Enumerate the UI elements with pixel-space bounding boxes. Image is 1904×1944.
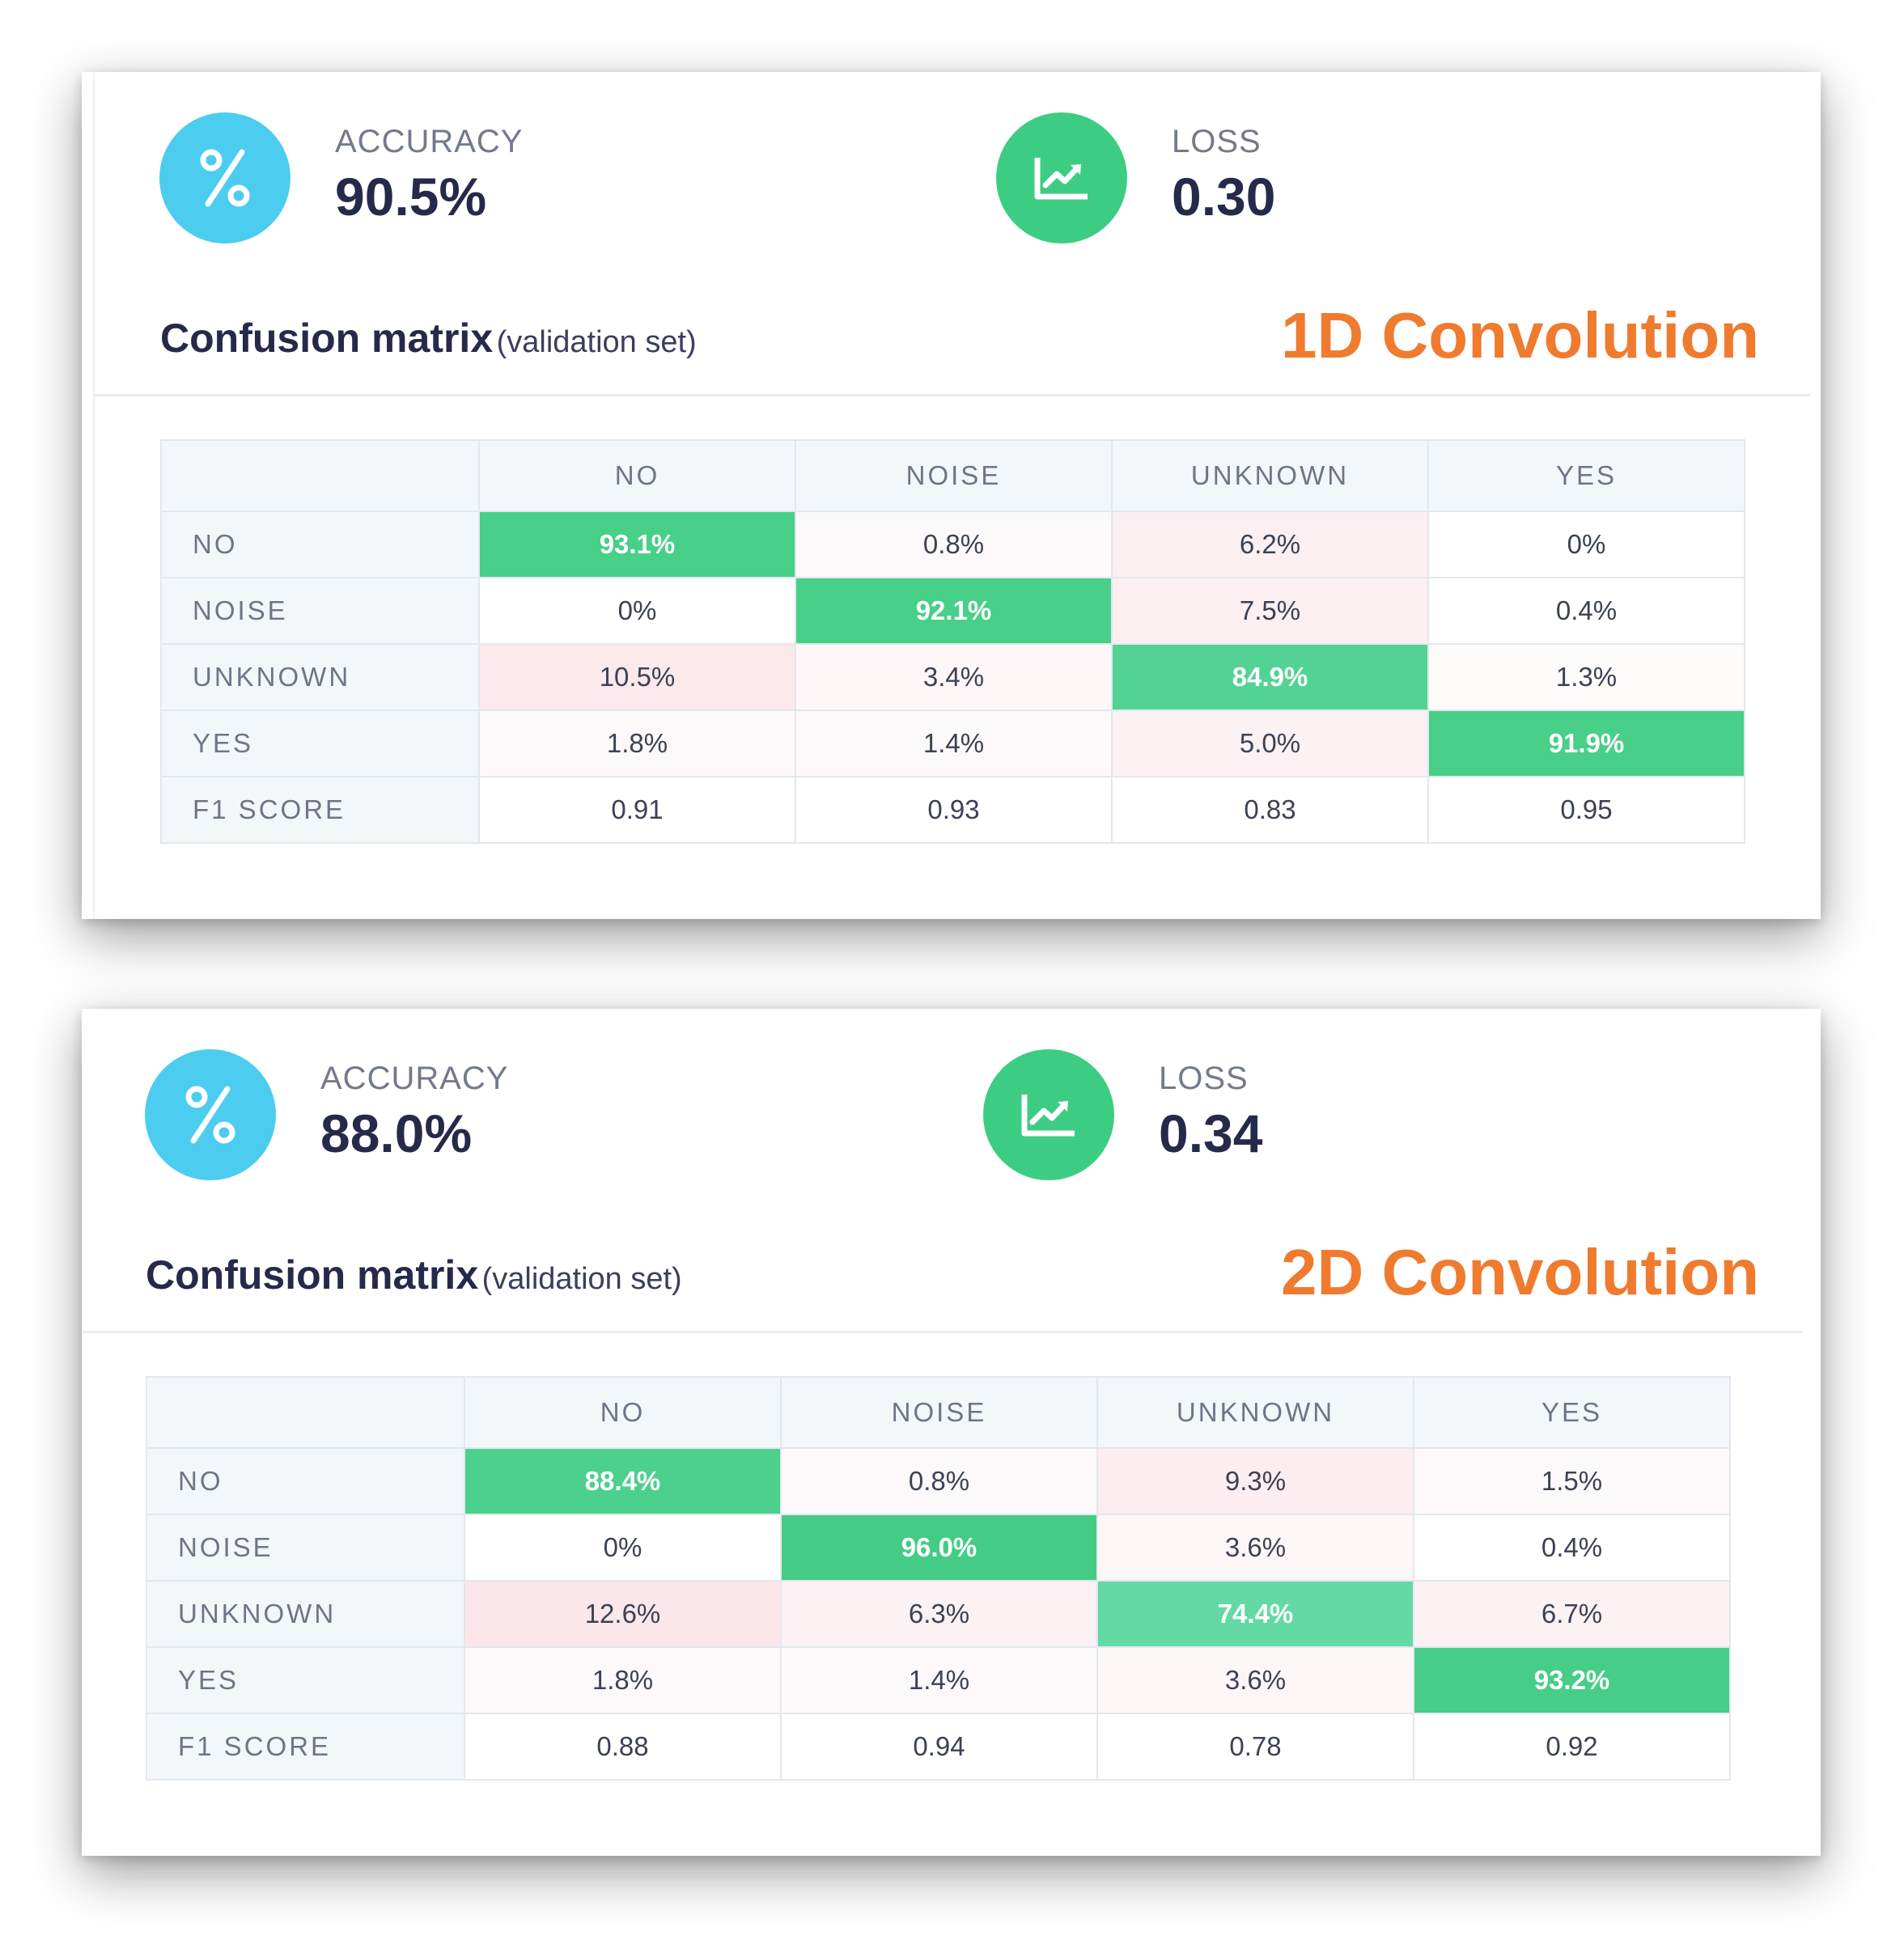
matrix-cell: 10.5%: [478, 643, 796, 711]
matrix-cell: 1.5%: [1413, 1447, 1731, 1515]
table-row: NO 88.4% 0.8% 9.3% 1.5%: [146, 1447, 1731, 1515]
table-row: NOISE 0% 92.1% 7.5% 0.4%: [160, 577, 1745, 645]
confusion-matrix-heading: Confusion matrix (validation set): [146, 1252, 682, 1298]
corner-cell: [146, 1376, 465, 1449]
confusion-matrix-heading: Confusion matrix (validation set): [160, 315, 697, 362]
confusion-matrix-subtitle: (validation set): [481, 1262, 682, 1296]
accuracy-value: 90.5%: [335, 167, 487, 227]
matrix-cell: 1.8%: [478, 709, 796, 777]
matrix-cell: 91.9%: [1427, 709, 1745, 777]
confusion-matrix-table: NO NOISE UNKNOWN YES NO 93.1% 0.8% 6.2% …: [160, 439, 1745, 844]
accuracy-label: ACCURACY: [335, 124, 524, 159]
column-header: NOISE: [795, 439, 1113, 512]
f1-cell: 0.93: [795, 776, 1113, 844]
table-row: YES 1.8% 1.4% 5.0% 91.9%: [160, 709, 1745, 777]
table-row: NO 93.1% 0.8% 6.2% 0%: [160, 510, 1745, 578]
matrix-cell: 3.4%: [795, 643, 1113, 711]
matrix-cell: 96.0%: [780, 1514, 1098, 1582]
matrix-cell: 0.4%: [1427, 577, 1745, 645]
f1-cell: 0.95: [1427, 776, 1745, 844]
f1-cell: 0.83: [1111, 776, 1429, 844]
table-row: YES 1.8% 1.4% 3.6% 93.2%: [146, 1646, 1731, 1714]
row-header: F1 SCORE: [146, 1713, 465, 1781]
f1-cell: 0.88: [464, 1713, 782, 1781]
f1-cell: 0.91: [478, 776, 796, 844]
column-header: UNKNOWN: [1111, 439, 1429, 512]
percent-icon: [159, 112, 290, 244]
row-header: F1 SCORE: [160, 776, 480, 844]
matrix-cell: 0%: [464, 1514, 782, 1582]
matrix-cell: 92.1%: [795, 577, 1113, 645]
f1-score-row: F1 SCORE 0.91 0.93 0.83 0.95: [160, 776, 1745, 844]
matrix-cell: 93.2%: [1413, 1646, 1731, 1714]
column-header: NO: [464, 1376, 782, 1449]
column-header: NO: [478, 439, 796, 512]
matrix-cell: 0.4%: [1413, 1514, 1731, 1582]
loss-label: LOSS: [1159, 1061, 1249, 1096]
model-panel-2d: ACCURACY 88.0% LOSS 0.34 Confusion matri…: [82, 1009, 1821, 1856]
column-header: YES: [1427, 439, 1745, 512]
row-header: NO: [160, 510, 480, 578]
column-header: YES: [1413, 1376, 1731, 1449]
loss-value: 0.30: [1172, 167, 1276, 227]
matrix-cell: 6.2%: [1111, 510, 1429, 578]
matrix-cell: 74.4%: [1096, 1580, 1414, 1648]
matrix-cell: 0.8%: [780, 1447, 1098, 1515]
table-header-row: NO NOISE UNKNOWN YES: [146, 1376, 1731, 1449]
row-header: NOISE: [146, 1514, 465, 1582]
confusion-matrix-title: Confusion matrix: [146, 1252, 479, 1298]
matrix-cell: 9.3%: [1096, 1447, 1414, 1515]
column-header: UNKNOWN: [1096, 1376, 1414, 1449]
matrix-cell: 0.8%: [795, 510, 1113, 578]
loss-label: LOSS: [1172, 124, 1262, 159]
matrix-cell: 3.6%: [1096, 1514, 1414, 1582]
matrix-cell: 1.4%: [780, 1646, 1098, 1714]
matrix-cell: 1.4%: [795, 709, 1113, 777]
panel-left-border: [93, 72, 95, 919]
matrix-cell: 7.5%: [1111, 577, 1429, 645]
matrix-cell: 1.3%: [1427, 643, 1745, 711]
f1-score-row: F1 SCORE 0.88 0.94 0.78 0.92: [146, 1713, 1731, 1781]
matrix-cell: 88.4%: [464, 1447, 782, 1515]
confusion-matrix-subtitle: (validation set): [496, 325, 697, 359]
row-header: NO: [146, 1447, 465, 1515]
matrix-cell: 0%: [478, 577, 796, 645]
table-header-row: NO NOISE UNKNOWN YES: [160, 439, 1745, 512]
matrix-cell: 0%: [1427, 510, 1745, 578]
corner-cell: [160, 439, 480, 512]
accuracy-label: ACCURACY: [320, 1061, 509, 1096]
row-header: YES: [160, 709, 480, 777]
section-divider: [82, 1331, 1802, 1333]
matrix-cell: 6.3%: [780, 1580, 1098, 1648]
section-divider: [95, 394, 1810, 396]
row-header: UNKNOWN: [146, 1580, 465, 1648]
table-row: UNKNOWN 12.6% 6.3% 74.4% 6.7%: [146, 1580, 1731, 1648]
chart-icon: [996, 112, 1127, 244]
column-header: NOISE: [780, 1376, 1098, 1449]
f1-cell: 0.92: [1413, 1713, 1731, 1781]
matrix-cell: 5.0%: [1111, 709, 1429, 777]
row-header: YES: [146, 1646, 465, 1714]
row-header: UNKNOWN: [160, 643, 480, 711]
matrix-cell: 93.1%: [478, 510, 796, 578]
matrix-cell: 3.6%: [1096, 1646, 1414, 1714]
model-name-label: 1D Convolution: [1281, 299, 1760, 371]
table-row: UNKNOWN 10.5% 3.4% 84.9% 1.3%: [160, 643, 1745, 711]
model-panel-1d: ACCURACY 90.5% LOSS 0.30 Confusion matri…: [82, 72, 1821, 919]
chart-icon: [983, 1049, 1114, 1180]
matrix-cell: 6.7%: [1413, 1580, 1731, 1648]
loss-value: 0.34: [1159, 1103, 1263, 1163]
table-row: NOISE 0% 96.0% 3.6% 0.4%: [146, 1514, 1731, 1582]
confusion-matrix-table: NO NOISE UNKNOWN YES NO 88.4% 0.8% 9.3% …: [146, 1376, 1731, 1781]
percent-icon: [145, 1049, 276, 1180]
model-name-label: 2D Convolution: [1281, 1236, 1760, 1308]
accuracy-value: 88.0%: [320, 1103, 473, 1163]
f1-cell: 0.78: [1096, 1713, 1414, 1781]
row-header: NOISE: [160, 577, 480, 645]
confusion-matrix-title: Confusion matrix: [160, 316, 494, 361]
matrix-cell: 84.9%: [1111, 643, 1429, 711]
matrix-cell: 1.8%: [464, 1646, 782, 1714]
f1-cell: 0.94: [780, 1713, 1098, 1781]
matrix-cell: 12.6%: [464, 1580, 782, 1648]
